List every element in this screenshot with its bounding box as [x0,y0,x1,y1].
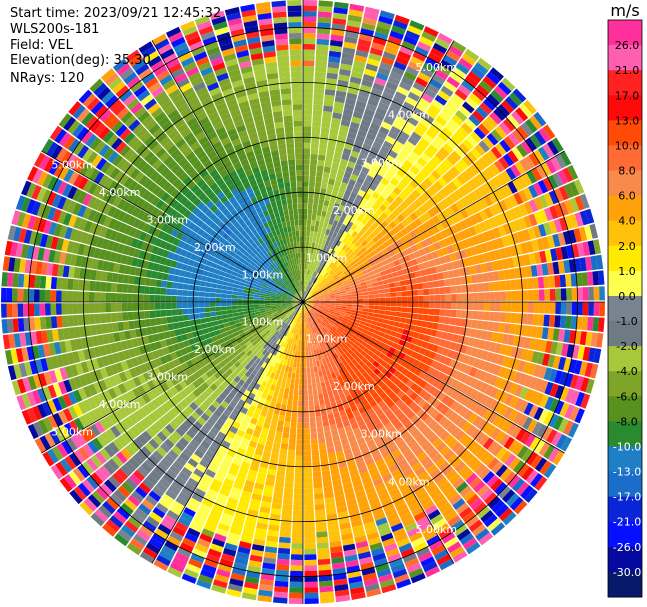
nrays-label: NRays: 120 [10,71,85,86]
velocity-field [1,0,605,604]
range-ring-label: 4.00km [388,109,430,122]
colorbar-segment [608,120,642,146]
colorbar-tick-label: -21.0 [613,516,641,529]
colorbar-tick-label: 2.0 [618,240,636,253]
colorbar-tick-label: -4.0 [616,365,637,378]
range-ring-label: 2.00km [194,241,236,254]
grid-spoke [302,40,455,303]
range-ring-label: 4.00km [99,398,141,411]
colorbar-tick-label: 4.0 [618,215,636,228]
colorbar-segment [608,270,642,297]
grid-spoke [41,150,304,303]
colorbar-tick-label: 21.0 [615,64,640,77]
colorbar-tick-label: -13.0 [613,466,641,479]
colorbar-tick-label: -8.0 [616,415,637,428]
colorbar-segment [608,245,642,272]
grid-spoke [302,301,455,564]
colorbar-frame [607,19,643,598]
ppi-plot: 1.00km 1.00km 1.00km 1.00km 2.00km 2.00km 2.00… [1,0,605,604]
instrument-label: WLS200s-181 [10,22,100,37]
grid-spoke [151,40,304,303]
colorbar-tick-label: 17.0 [615,89,640,102]
range-ring-label: 3.00km [361,156,403,169]
range-ring-label: 5.00km [415,61,457,74]
colorbar-tick-label: -17.0 [613,491,641,504]
colorbar-segment [608,195,642,222]
range-ring-label: 1.00km [242,269,284,282]
colorbar-tick-label: 6.0 [618,190,636,203]
range-ring-label: 3.00km [146,370,188,383]
range-ring-label: 5.00km [51,425,93,438]
range-ring-label: 2.00km [333,204,375,217]
range-ring-label: 4.00km [99,186,141,199]
colorbar-tick-label: 1.0 [618,265,636,278]
colorbar-segment [608,446,642,473]
colorbar-segment [608,421,642,447]
colorbar-segment [608,496,642,523]
colorbar-segment [608,346,642,372]
colorbar-segment [608,546,642,573]
colorbar-tick-label: -1.0 [616,315,637,328]
start-time-label: Start time: 2023/09/21 12:45:32 [10,6,222,21]
grid-spoke [41,301,304,454]
colorbar-unit-label: m/s [610,1,639,20]
colorbar-segment [608,95,642,121]
range-ring [247,246,359,358]
colorbar-tick-label: 13.0 [615,114,640,127]
grid-spoke [151,301,304,564]
range-ring-label: 3.00km [361,428,403,441]
colorbar-segment [608,371,642,397]
colorbar-segment [608,20,642,46]
range-ring-label: 1.00km [306,251,348,264]
colorbar-segment [608,145,642,172]
colorbar-segment [608,321,642,347]
range-ring-label: 2.00km [333,380,375,393]
range-ring-label: 1.00km [306,333,348,346]
colorbar-segment [608,295,642,322]
colorbar-segment [608,571,642,598]
range-ring-label: 3.00km [146,214,188,227]
colorbar-tick-label: 26.0 [615,39,640,52]
grid-spoke [302,150,565,303]
range-ring [137,136,469,468]
range-ring [192,191,414,413]
colorbar-segment [608,220,642,247]
colorbar-tick-label: -2.0 [616,340,637,353]
range-ring-label: 4.00km [388,475,430,488]
colorbar-tick-label: -10.0 [613,440,641,453]
colorbar-segment [608,70,642,96]
range-ring-label: 5.00km [51,159,93,172]
range-ring-label: 1.00km [242,315,284,328]
colorbar-tick-label: 0.0 [618,290,636,303]
colorbar-tick-label: -6.0 [616,390,637,403]
colorbar-segment [608,170,642,197]
field-label: Field: VEL [10,38,73,53]
colorbar-tick-label: -30.0 [613,566,641,579]
elevation-label: Elevation(deg): 35.30 [10,53,151,68]
range-ring-label: 2.00km [194,343,236,356]
range-ring [28,27,578,577]
grid-spoke [302,301,565,454]
colorbar-tick-label: -26.0 [613,541,641,554]
colorbar-segment [608,45,642,71]
colorbar-segment [608,521,642,548]
range-ring [82,81,524,523]
range-ring-label: 5.00km [415,523,457,536]
colorbar-tick-label: 10.0 [615,139,640,152]
colorbar-segment [608,471,642,498]
colorbar-tick-label: 8.0 [618,165,636,178]
colorbar-segment [608,396,642,422]
